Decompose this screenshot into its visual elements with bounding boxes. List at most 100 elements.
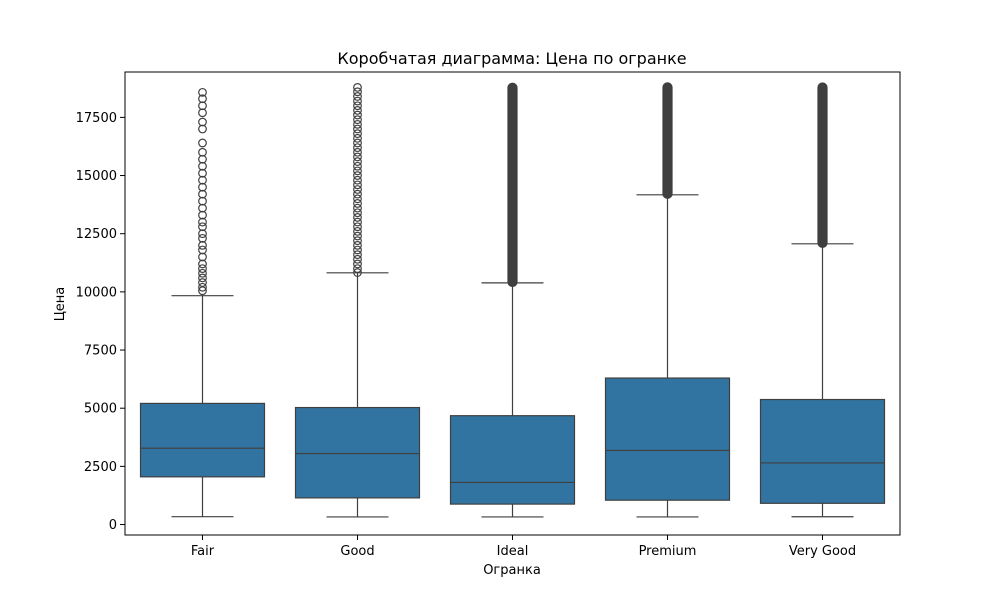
outlier-point (353, 175, 362, 185)
outlier-point (198, 124, 207, 134)
outlier-point (198, 229, 207, 239)
outlier-point (198, 94, 207, 104)
outlier-point (353, 119, 362, 129)
outlier-point (353, 105, 362, 115)
outlier-point (198, 161, 207, 171)
outlier-point (353, 240, 362, 250)
outlier-point (353, 268, 362, 277)
outlier-point (353, 129, 362, 139)
box-group (759, 82, 886, 518)
outlier-point (198, 210, 207, 220)
outlier-point (353, 217, 362, 227)
outlier-point (198, 259, 207, 269)
outlier-point (198, 273, 207, 283)
outlier-band (507, 82, 518, 288)
outlier-point (353, 87, 362, 97)
outlier-point (353, 166, 362, 176)
outlier-point (353, 208, 362, 218)
outlier-point (198, 240, 207, 250)
y-tick-label: 0 (109, 518, 117, 533)
box-group (604, 82, 731, 518)
outlier-point (353, 157, 362, 166)
y-tick-label: 17500 (76, 111, 117, 126)
box-group (449, 82, 576, 518)
box-iqr (449, 415, 576, 505)
outlier-point (353, 245, 362, 255)
x-tick-label: Good (340, 544, 374, 559)
x-tick-label: Fair (191, 544, 215, 559)
box-iqr (139, 402, 266, 478)
outlier-point (198, 108, 207, 118)
outlier-point (353, 124, 362, 134)
outlier-point (198, 245, 207, 255)
y-tick-label: 2500 (84, 460, 117, 475)
y-tick-label: 7500 (84, 344, 117, 359)
outlier-point (198, 175, 207, 185)
x-tick-label: Ideal (497, 544, 529, 559)
outlier-point (198, 138, 207, 148)
outlier-point (353, 226, 362, 236)
outlier-point (353, 171, 362, 180)
outlier-point (198, 168, 207, 178)
outlier-point (353, 180, 362, 190)
outlier-point (198, 278, 207, 287)
outlier-point (353, 203, 362, 213)
outlier-point (353, 189, 362, 199)
outlier-point (353, 147, 362, 157)
box-iqr (759, 398, 886, 504)
outlier-point (198, 154, 207, 164)
outlier-point (353, 213, 362, 222)
chart-title: Коробчатая диаграмма: Цена по огранке (337, 49, 686, 68)
outlier-point (198, 196, 207, 206)
outlier-point (198, 117, 207, 127)
outlier-point (353, 254, 362, 264)
outlier-point (353, 143, 362, 153)
outlier-point (198, 233, 207, 243)
outlier-point (353, 250, 362, 260)
x-tick-label: Premium (639, 544, 697, 559)
y-tick-label: 10000 (76, 285, 117, 300)
outlier-point (353, 110, 362, 120)
y-tick-label: 12500 (76, 227, 117, 242)
outlier-point (353, 264, 362, 274)
outlier-point (353, 83, 362, 92)
outlier-point (353, 138, 362, 148)
x-axis-label: Огранка (483, 563, 541, 578)
box-iqr (604, 377, 731, 501)
outlier-point (353, 231, 362, 241)
outlier-point (353, 101, 362, 111)
y-tick-label: 5000 (84, 402, 117, 417)
outlier-point (198, 264, 207, 274)
outlier-point (198, 101, 207, 111)
y-tick-label: 15000 (76, 169, 117, 184)
outlier-point (198, 189, 207, 199)
outlier-point (198, 252, 207, 262)
outlier-point (353, 115, 362, 125)
x-tick-label: Very Good (789, 544, 856, 559)
outlier-point (353, 222, 362, 232)
outlier-band (662, 82, 673, 199)
outlier-point (198, 282, 207, 292)
outlier-point (198, 182, 207, 192)
outlier-point (353, 236, 362, 246)
outlier-point (198, 217, 207, 227)
box-group (294, 83, 421, 518)
outlier-point (353, 185, 362, 194)
outlier-point (198, 222, 207, 232)
outlier-point (353, 133, 362, 143)
y-axis: 0 2500 5000 7500 10000 12500 15000 17500 (76, 111, 125, 533)
outlier-point (353, 92, 362, 101)
x-axis: Fair Good Ideal Premium Very Good (191, 535, 856, 559)
outlier-point (353, 152, 362, 162)
outlier-point (198, 203, 207, 213)
plot-area (139, 82, 886, 518)
outlier-point (353, 96, 362, 106)
outlier-band (817, 82, 828, 249)
y-axis-label: Цена (53, 287, 68, 322)
outlier-point (198, 147, 207, 157)
outlier-point (353, 199, 362, 208)
outlier-point (353, 194, 362, 204)
outlier-point (353, 259, 362, 269)
